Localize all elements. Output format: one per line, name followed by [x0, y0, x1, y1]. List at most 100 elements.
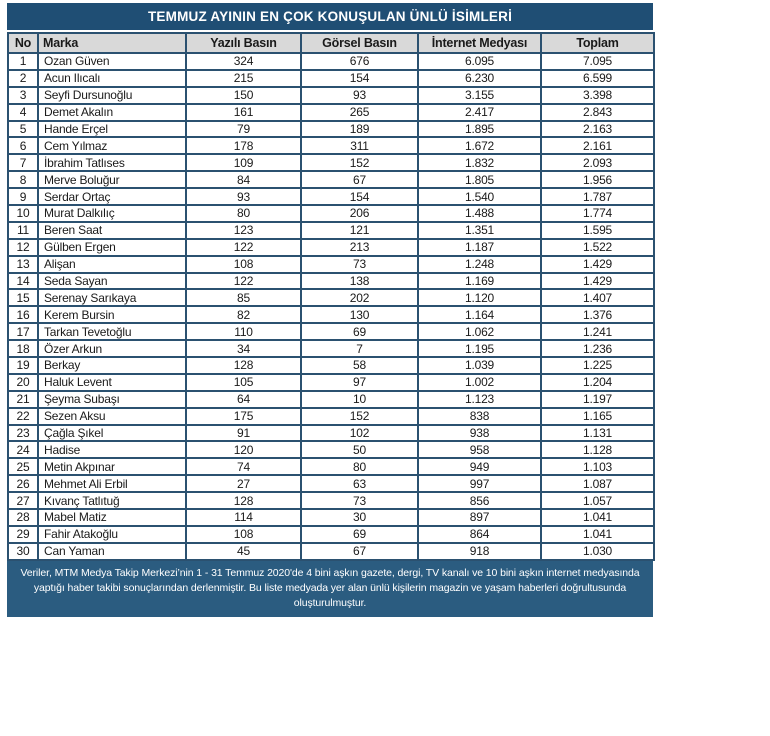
- visual-press-cell: 63: [300, 474, 419, 494]
- print-press-cell: 74: [185, 457, 302, 477]
- print-press-cell: 178: [185, 136, 302, 156]
- name-cell: Hande Erçel: [37, 119, 187, 139]
- table-row: 13 Alişan 108 73 1.248 1.429: [7, 254, 655, 274]
- print-press-cell: 114: [185, 508, 302, 527]
- total-cell: 1.429: [540, 254, 655, 274]
- table-row: 23 Çağla Şıkel 91 102 938 1.131: [7, 423, 655, 443]
- visual-press-cell: 138: [300, 271, 419, 291]
- table-row: 8 Merve Boluğur 84 67 1.805 1.956: [7, 170, 655, 190]
- footnote: Veriler, MTM Medya Takip Merkezi’nin 1 -…: [7, 560, 653, 618]
- name-cell: Fahir Atakoğlu: [37, 524, 187, 544]
- print-press-cell: 122: [185, 237, 302, 257]
- print-press-cell: 215: [185, 68, 302, 88]
- print-press-cell: 91: [185, 423, 302, 443]
- rank-cell: 20: [7, 372, 39, 392]
- visual-press-cell: 311: [300, 136, 419, 156]
- name-cell: Kerem Bursin: [37, 305, 187, 325]
- table-row: 22 Sezen Aksu 175 152 838 1.165: [7, 406, 655, 426]
- visual-press-cell: 50: [300, 440, 419, 460]
- visual-press-cell: 202: [300, 288, 419, 308]
- visual-press-cell: 152: [300, 406, 419, 426]
- print-press-cell: 120: [185, 440, 302, 460]
- visual-press-cell: 154: [300, 187, 419, 207]
- total-cell: 2.093: [540, 153, 655, 173]
- name-cell: Serenay Sarıkaya: [37, 288, 187, 308]
- table-row: 16 Kerem Bursin 82 130 1.164 1.376: [7, 305, 655, 325]
- name-cell: Sezen Aksu: [37, 406, 187, 426]
- visual-press-cell: 80: [300, 457, 419, 477]
- table-row: 2 Acun Ilıcalı 215 154 6.230 6.599: [7, 68, 655, 88]
- name-cell: Merve Boluğur: [37, 170, 187, 190]
- total-cell: 1.241: [540, 322, 655, 342]
- total-cell: 1.376: [540, 305, 655, 325]
- print-press-cell: 161: [185, 102, 302, 122]
- table-row: 28 Mabel Matiz 114 30 897 1.041: [7, 508, 655, 527]
- internet-media-cell: 1.187: [417, 237, 542, 257]
- name-cell: Kıvanç Tatlıtuğ: [37, 491, 187, 511]
- table-row: 21 Şeyma Subaşı 64 10 1.123 1.197: [7, 389, 655, 409]
- name-cell: Cem Yılmaz: [37, 136, 187, 156]
- visual-press-cell: 69: [300, 524, 419, 544]
- rank-cell: 23: [7, 423, 39, 443]
- name-cell: Tarkan Tevetoğlu: [37, 322, 187, 342]
- total-cell: 1.522: [540, 237, 655, 257]
- internet-media-cell: 1.123: [417, 389, 542, 409]
- visual-press-cell: 58: [300, 356, 419, 375]
- visual-press-cell: 97: [300, 372, 419, 392]
- internet-media-cell: 1.895: [417, 119, 542, 139]
- rank-cell: 13: [7, 254, 39, 274]
- rank-cell: 1: [7, 52, 39, 71]
- total-cell: 1.774: [540, 204, 655, 223]
- visual-press-cell: 73: [300, 491, 419, 511]
- rank-cell: 17: [7, 322, 39, 342]
- rank-cell: 11: [7, 220, 39, 240]
- print-press-cell: 122: [185, 271, 302, 291]
- internet-media-cell: 2.417: [417, 102, 542, 122]
- rank-cell: 28: [7, 508, 39, 527]
- total-cell: 1.407: [540, 288, 655, 308]
- visual-press-cell: 154: [300, 68, 419, 88]
- visual-press-cell: 30: [300, 508, 419, 527]
- total-cell: 1.041: [540, 524, 655, 544]
- visual-press-cell: 10: [300, 389, 419, 409]
- print-press-cell: 105: [185, 372, 302, 392]
- total-cell: 1.595: [540, 220, 655, 240]
- rank-cell: 9: [7, 187, 39, 207]
- table-row: 10 Murat Dalkılıç 80 206 1.488 1.774: [7, 204, 655, 223]
- table-row: 17 Tarkan Tevetoğlu 110 69 1.062 1.241: [7, 322, 655, 342]
- total-cell: 2.843: [540, 102, 655, 122]
- total-cell: 1.041: [540, 508, 655, 527]
- table-row: 29 Fahir Atakoğlu 108 69 864 1.041: [7, 524, 655, 544]
- footnote-line: yaptığı haber takibi sonuçlarından derle…: [33, 581, 627, 594]
- internet-media-cell: 897: [417, 508, 542, 527]
- rank-cell: 22: [7, 406, 39, 426]
- total-cell: 1.131: [540, 423, 655, 443]
- total-cell: 1.787: [540, 187, 655, 207]
- internet-media-cell: 918: [417, 541, 542, 561]
- rank-cell: 27: [7, 491, 39, 511]
- print-press-cell: 128: [185, 491, 302, 511]
- name-cell: Beren Saat: [37, 220, 187, 240]
- rank-cell: 19: [7, 356, 39, 375]
- table-row: 26 Mehmet Ali Erbil 27 63 997 1.087: [7, 474, 655, 494]
- name-cell: Şeyma Subaşı: [37, 389, 187, 409]
- table-row: 20 Haluk Levent 105 97 1.002 1.204: [7, 372, 655, 392]
- total-cell: 1.197: [540, 389, 655, 409]
- name-cell: Demet Akalın: [37, 102, 187, 122]
- table-body: 1 Ozan Güven 324 676 6.095 7.095 2 Acun Ilıcalı…: [7, 52, 655, 561]
- internet-media-cell: 1.805: [417, 170, 542, 190]
- name-cell: Özer Arkun: [37, 339, 187, 359]
- print-press-cell: 64: [185, 389, 302, 409]
- internet-media-cell: 3.155: [417, 85, 542, 105]
- visual-press-cell: 189: [300, 119, 419, 139]
- rank-cell: 8: [7, 170, 39, 190]
- internet-media-cell: 1.248: [417, 254, 542, 274]
- total-cell: 1.057: [540, 491, 655, 511]
- print-press-cell: 109: [185, 153, 302, 173]
- table-row: 24 Hadise 120 50 958 1.128: [7, 440, 655, 460]
- print-press-cell: 34: [185, 339, 302, 359]
- total-cell: 3.398: [540, 85, 655, 105]
- rank-cell: 12: [7, 237, 39, 257]
- print-press-cell: 93: [185, 187, 302, 207]
- column-header-yazili-basin: Yazılı Basın: [185, 32, 302, 54]
